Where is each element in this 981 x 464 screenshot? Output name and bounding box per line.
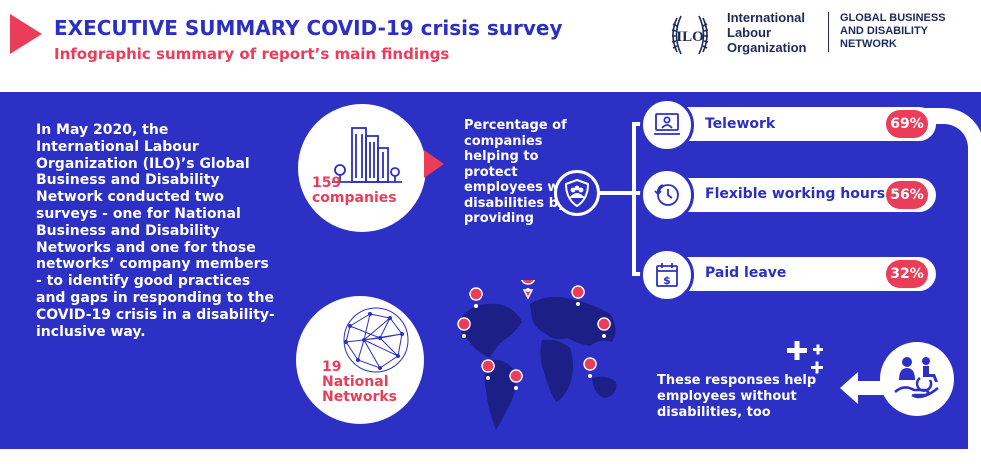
white-arrow-left-icon	[840, 372, 888, 404]
world-map-illustration	[457, 280, 617, 430]
companies-circle: 159 companies	[298, 104, 426, 232]
networks-label-1: National	[322, 374, 389, 390]
shield-people-icon	[564, 179, 590, 207]
branch-middle	[632, 191, 646, 195]
clock-icon	[654, 184, 679, 206]
icon-circle-flexible	[640, 168, 694, 222]
laptop-user-icon	[654, 113, 680, 135]
percent-telework: 69%	[886, 110, 928, 138]
measure-label-telework: Telework	[705, 116, 776, 132]
calendar-dollar-icon: $	[656, 263, 678, 287]
measure-label-flexible: Flexible working hours	[705, 186, 886, 202]
svg-text:$: $	[663, 274, 671, 287]
responses-text: These responses help employees without d…	[657, 373, 817, 420]
companies-label: companies	[312, 190, 397, 206]
icon-circle-paid-leave: $	[640, 248, 694, 302]
shield-badge	[554, 170, 600, 216]
branch-top	[632, 122, 646, 126]
branch-connector	[632, 122, 636, 276]
logo-divider	[828, 12, 829, 52]
header-triangle-icon	[10, 14, 42, 54]
inclusion-circle	[880, 342, 954, 416]
icon-circle-telework	[640, 98, 694, 152]
branch-bottom	[632, 272, 646, 276]
red-arrow-icon	[424, 150, 444, 178]
percent-paid-leave: 32%	[886, 260, 928, 288]
percentage-description: Percentage of companies helping to prote…	[464, 118, 580, 226]
page-subtitle: Infographic summary of report’s main fin…	[54, 45, 450, 63]
ilo-name: International Labour Organization	[727, 10, 807, 55]
inclusion-hands-icon	[894, 357, 939, 399]
page-title: EXECUTIVE SUMMARY COVID-19 crisis survey	[54, 16, 563, 40]
ilo-seal-logo: ILO	[671, 15, 709, 55]
networks-number: 19	[322, 359, 342, 375]
companies-number: 159	[312, 175, 342, 191]
measure-label-paid-leave: Paid leave	[705, 265, 787, 281]
buildings-icon	[332, 127, 402, 183]
network-globe-icon	[343, 307, 409, 373]
svg-text:ILO: ILO	[676, 29, 704, 45]
network-name: GLOBAL BUSINESS AND DISABILITY NETWORK	[840, 12, 946, 50]
plus-icons	[787, 341, 823, 374]
connector-line	[590, 191, 634, 195]
header: EXECUTIVE SUMMARY COVID-19 crisis survey…	[0, 0, 981, 92]
percent-flexible: 56%	[886, 181, 928, 209]
networks-label-2: Networks	[322, 389, 398, 405]
intro-text: In May 2020, the International Labour Or…	[36, 122, 275, 340]
networks-circle: 19 National Networks	[296, 296, 424, 424]
